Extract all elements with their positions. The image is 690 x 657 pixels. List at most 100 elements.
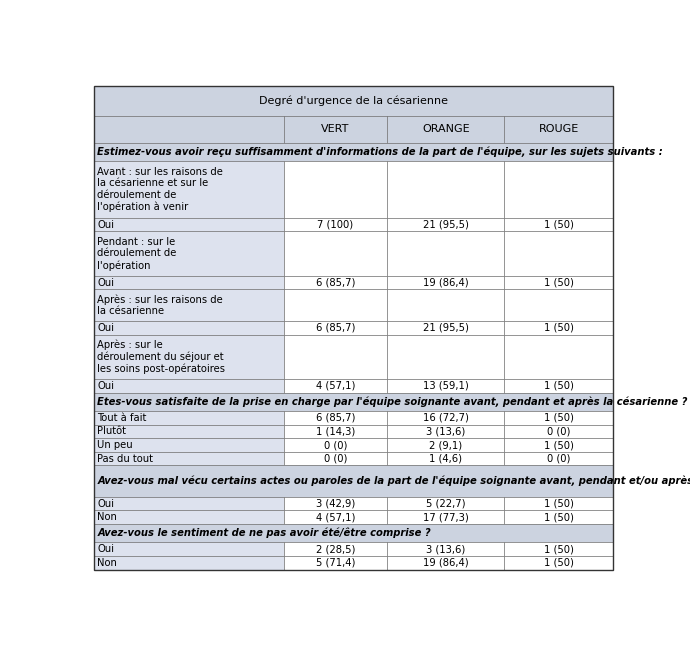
Text: 16 (72,7): 16 (72,7): [423, 413, 469, 422]
Bar: [284, 510, 387, 524]
Bar: [504, 556, 613, 570]
Bar: [95, 290, 284, 321]
Text: 5 (22,7): 5 (22,7): [426, 499, 466, 509]
Text: 13 (59,1): 13 (59,1): [423, 381, 469, 391]
Bar: [504, 379, 613, 393]
Bar: [95, 143, 613, 161]
Bar: [95, 411, 284, 424]
Bar: [504, 290, 613, 321]
Text: Avant : sur les raisons de
la césarienne et sur le
déroulement de
l'opération à : Avant : sur les raisons de la césarienne…: [97, 167, 224, 212]
Bar: [95, 424, 284, 438]
Text: Après : sur le
déroulement du séjour et
les soins post-opératoires: Après : sur le déroulement du séjour et …: [97, 340, 226, 374]
Text: Un peu: Un peu: [97, 440, 133, 450]
Text: Pas du tout: Pas du tout: [97, 453, 153, 464]
Text: Oui: Oui: [97, 499, 115, 509]
Bar: [284, 276, 387, 290]
Bar: [387, 438, 504, 452]
Text: 0 (0): 0 (0): [547, 426, 570, 436]
Bar: [284, 218, 387, 231]
Bar: [284, 321, 387, 334]
Bar: [284, 424, 387, 438]
Bar: [95, 116, 284, 143]
Text: Tout à fait: Tout à fait: [97, 413, 147, 422]
Bar: [387, 276, 504, 290]
Bar: [504, 276, 613, 290]
Text: 3 (13,6): 3 (13,6): [426, 544, 465, 554]
Bar: [95, 510, 284, 524]
Text: 21 (95,5): 21 (95,5): [423, 219, 469, 230]
Bar: [95, 321, 284, 334]
Bar: [387, 452, 504, 465]
Bar: [284, 334, 387, 379]
Text: Degré d'urgence de la césarienne: Degré d'urgence de la césarienne: [259, 96, 448, 106]
Bar: [504, 438, 613, 452]
Text: 21 (95,5): 21 (95,5): [423, 323, 469, 333]
Text: 4 (57,1): 4 (57,1): [316, 381, 355, 391]
Text: Avez-vous mal vécu certains actes ou paroles de la part de l'équipe soignante av: Avez-vous mal vécu certains actes ou par…: [97, 476, 690, 486]
Bar: [387, 497, 504, 510]
Text: 6 (85,7): 6 (85,7): [316, 323, 355, 333]
Bar: [504, 424, 613, 438]
Bar: [95, 452, 284, 465]
Bar: [95, 393, 613, 411]
Bar: [95, 465, 613, 497]
Bar: [284, 497, 387, 510]
Bar: [284, 556, 387, 570]
Text: VERT: VERT: [322, 124, 350, 134]
Text: Plutôt: Plutôt: [97, 426, 126, 436]
Text: 6 (85,7): 6 (85,7): [316, 413, 355, 422]
Bar: [284, 411, 387, 424]
Text: Estimez-vous avoir reçu suffisamment d'informations de la part de l'équipe, sur : Estimez-vous avoir reçu suffisamment d'i…: [97, 147, 663, 157]
Bar: [387, 218, 504, 231]
Bar: [95, 556, 284, 570]
Bar: [95, 231, 284, 276]
Text: 2 (9,1): 2 (9,1): [429, 440, 462, 450]
Bar: [504, 510, 613, 524]
Bar: [95, 438, 284, 452]
Text: 1 (50): 1 (50): [544, 278, 573, 288]
Bar: [387, 334, 504, 379]
Bar: [504, 116, 613, 143]
Bar: [504, 161, 613, 218]
Text: 1 (50): 1 (50): [544, 413, 573, 422]
Bar: [387, 231, 504, 276]
Bar: [504, 231, 613, 276]
Bar: [504, 411, 613, 424]
Text: Non: Non: [97, 512, 117, 522]
Text: 4 (57,1): 4 (57,1): [316, 512, 355, 522]
Bar: [387, 556, 504, 570]
Text: 19 (86,4): 19 (86,4): [423, 278, 469, 288]
Bar: [387, 542, 504, 556]
Text: 0 (0): 0 (0): [547, 453, 570, 464]
Text: Après : sur les raisons de
la césarienne: Après : sur les raisons de la césarienne: [97, 294, 224, 316]
Bar: [387, 510, 504, 524]
Text: ROUGE: ROUGE: [538, 124, 579, 134]
Text: 3 (13,6): 3 (13,6): [426, 426, 465, 436]
Text: Pendant : sur le
déroulement de
l'opération: Pendant : sur le déroulement de l'opérat…: [97, 237, 177, 271]
Bar: [387, 411, 504, 424]
Bar: [387, 116, 504, 143]
Bar: [284, 116, 387, 143]
Bar: [95, 334, 284, 379]
Text: Oui: Oui: [97, 278, 115, 288]
Bar: [387, 161, 504, 218]
Text: 5 (71,4): 5 (71,4): [316, 558, 355, 568]
Bar: [387, 290, 504, 321]
Text: Oui: Oui: [97, 323, 115, 333]
Bar: [95, 542, 284, 556]
Text: 2 (28,5): 2 (28,5): [316, 544, 355, 554]
Bar: [387, 321, 504, 334]
Text: Oui: Oui: [97, 544, 115, 554]
Text: Oui: Oui: [97, 219, 115, 230]
Bar: [95, 87, 613, 116]
Bar: [387, 424, 504, 438]
Bar: [504, 452, 613, 465]
Text: 0 (0): 0 (0): [324, 453, 347, 464]
Bar: [284, 290, 387, 321]
Text: 1 (50): 1 (50): [544, 219, 573, 230]
Text: 1 (14,3): 1 (14,3): [316, 426, 355, 436]
Bar: [284, 542, 387, 556]
Text: 1 (50): 1 (50): [544, 512, 573, 522]
Bar: [284, 161, 387, 218]
Text: 7 (100): 7 (100): [317, 219, 353, 230]
